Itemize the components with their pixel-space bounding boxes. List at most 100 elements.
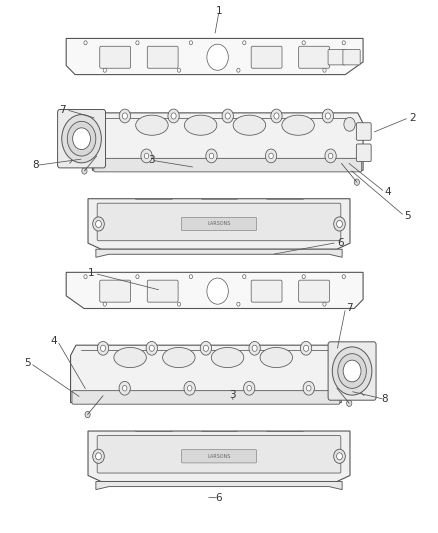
- Ellipse shape: [233, 115, 265, 135]
- Circle shape: [300, 342, 312, 355]
- Circle shape: [119, 381, 131, 395]
- FancyBboxPatch shape: [357, 123, 371, 140]
- Circle shape: [225, 113, 230, 119]
- Circle shape: [304, 345, 309, 351]
- Circle shape: [207, 44, 228, 70]
- Text: 1: 1: [88, 269, 95, 278]
- Circle shape: [93, 217, 104, 231]
- Ellipse shape: [114, 348, 146, 368]
- Ellipse shape: [184, 115, 217, 135]
- Text: 5: 5: [24, 358, 30, 368]
- Circle shape: [325, 149, 336, 163]
- Circle shape: [342, 41, 346, 45]
- FancyBboxPatch shape: [357, 144, 371, 161]
- Circle shape: [332, 347, 372, 395]
- Polygon shape: [96, 481, 342, 490]
- Text: 3: 3: [229, 390, 235, 400]
- Circle shape: [334, 449, 345, 463]
- Circle shape: [303, 381, 314, 395]
- Circle shape: [322, 109, 334, 123]
- FancyBboxPatch shape: [343, 50, 360, 65]
- Circle shape: [97, 342, 109, 355]
- Text: 3: 3: [148, 155, 155, 165]
- Circle shape: [243, 274, 246, 279]
- Circle shape: [302, 41, 305, 45]
- FancyBboxPatch shape: [97, 435, 341, 473]
- Circle shape: [184, 381, 195, 395]
- Circle shape: [206, 149, 217, 163]
- Circle shape: [344, 117, 355, 131]
- Text: 2: 2: [409, 112, 416, 123]
- Circle shape: [334, 217, 345, 231]
- FancyBboxPatch shape: [100, 46, 131, 68]
- Polygon shape: [88, 431, 350, 481]
- Circle shape: [62, 115, 101, 163]
- FancyBboxPatch shape: [72, 391, 340, 404]
- Circle shape: [119, 109, 131, 123]
- Ellipse shape: [260, 348, 293, 368]
- FancyBboxPatch shape: [251, 46, 282, 68]
- Circle shape: [189, 41, 193, 45]
- Circle shape: [307, 385, 311, 391]
- FancyBboxPatch shape: [328, 342, 376, 400]
- Circle shape: [274, 113, 279, 119]
- Circle shape: [136, 274, 139, 279]
- FancyBboxPatch shape: [328, 50, 345, 65]
- Circle shape: [265, 149, 277, 163]
- Circle shape: [103, 302, 106, 306]
- Text: 7: 7: [346, 303, 352, 313]
- Polygon shape: [96, 249, 342, 257]
- FancyBboxPatch shape: [181, 217, 257, 231]
- Circle shape: [144, 153, 149, 159]
- Polygon shape: [66, 272, 363, 309]
- Polygon shape: [88, 199, 350, 249]
- Circle shape: [338, 354, 366, 389]
- Circle shape: [343, 360, 361, 382]
- FancyBboxPatch shape: [57, 109, 106, 168]
- Circle shape: [200, 342, 212, 355]
- Circle shape: [171, 113, 176, 119]
- Text: LARSONS: LARSONS: [207, 222, 231, 227]
- Polygon shape: [92, 113, 363, 170]
- Circle shape: [85, 411, 90, 418]
- FancyBboxPatch shape: [94, 158, 362, 172]
- Ellipse shape: [211, 348, 244, 368]
- Circle shape: [73, 128, 91, 150]
- Circle shape: [100, 345, 106, 351]
- Circle shape: [168, 109, 179, 123]
- Circle shape: [342, 274, 346, 279]
- Circle shape: [325, 113, 330, 119]
- Circle shape: [209, 153, 214, 159]
- FancyBboxPatch shape: [299, 46, 329, 68]
- Circle shape: [82, 168, 87, 174]
- FancyBboxPatch shape: [97, 203, 341, 241]
- Circle shape: [243, 41, 246, 45]
- Circle shape: [271, 109, 282, 123]
- Circle shape: [336, 221, 343, 228]
- Circle shape: [328, 153, 333, 159]
- Circle shape: [361, 392, 367, 399]
- Circle shape: [249, 342, 260, 355]
- Text: 5: 5: [405, 211, 411, 221]
- Text: 4: 4: [51, 336, 57, 346]
- Circle shape: [123, 385, 127, 391]
- Circle shape: [244, 381, 255, 395]
- Circle shape: [141, 149, 152, 163]
- Circle shape: [189, 274, 193, 279]
- Circle shape: [95, 453, 102, 460]
- Circle shape: [149, 345, 154, 351]
- Circle shape: [247, 385, 251, 391]
- Circle shape: [177, 302, 180, 306]
- Circle shape: [269, 153, 273, 159]
- Circle shape: [95, 221, 102, 228]
- Circle shape: [302, 274, 305, 279]
- Text: LARSONS: LARSONS: [207, 454, 231, 459]
- Circle shape: [252, 345, 257, 351]
- Circle shape: [336, 453, 343, 460]
- Circle shape: [177, 68, 180, 72]
- Text: 6: 6: [337, 238, 343, 247]
- Circle shape: [346, 400, 352, 407]
- Circle shape: [67, 160, 72, 166]
- Polygon shape: [71, 345, 341, 402]
- Circle shape: [103, 68, 106, 72]
